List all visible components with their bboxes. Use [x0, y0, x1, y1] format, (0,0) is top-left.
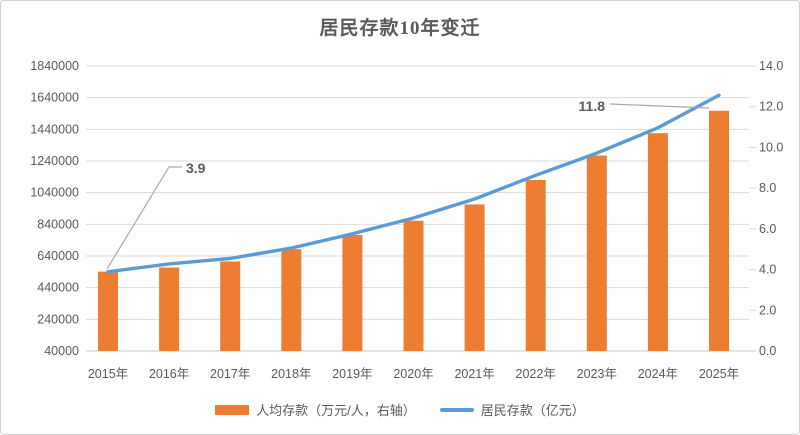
- left-axis-tick-label: 240000: [37, 312, 79, 326]
- annotation-label: 11.8: [579, 98, 606, 114]
- left-axis-tick-label: 1840000: [30, 59, 79, 73]
- bar-swatch-icon: [215, 404, 250, 415]
- bar-2016年: [159, 267, 180, 351]
- bar-2024年: [647, 133, 668, 351]
- annotation-3.9: 3.9: [106, 160, 206, 270]
- chart-title: 居民存款10年变迁: [319, 18, 481, 39]
- annotation-11.8: 11.8: [579, 98, 710, 114]
- line-series: [106, 93, 721, 274]
- line-swatch-icon: [439, 407, 474, 412]
- left-axis-tick-label: 1440000: [30, 122, 79, 136]
- x-axis-tick-label: 2019年: [332, 367, 372, 381]
- x-axis-tick-label: 2017年: [210, 367, 250, 381]
- right-axis-tick-label: 10.0: [759, 140, 783, 154]
- bar-2022年: [525, 180, 546, 351]
- right-axis-tick-label: 0.0: [759, 344, 776, 358]
- left-axis-tick-label: 840000: [37, 217, 79, 231]
- bar-2020年: [403, 220, 424, 351]
- x-axis-tick-label: 2023年: [577, 367, 617, 381]
- legend-label-line-series: 居民存款（亿元）: [480, 403, 585, 418]
- x-axis-labels: 2015年 2016年 2017年 2018年 2019年 2020年 2021年 2022年…: [88, 367, 739, 381]
- left-axis-tick-label: 1240000: [30, 154, 79, 168]
- annotation-leader-line: [609, 103, 710, 109]
- right-axis-tick-label: 6.0: [759, 222, 776, 236]
- legend-item-bar-series[interactable]: 人均存款（万元/人，右轴）: [215, 400, 416, 419]
- x-axis-tick-label: 2015年: [88, 367, 128, 381]
- right-axis-labels: 14.0 12.0 10.0 8.0 6.0 4.0 2.0 0.0: [749, 59, 783, 358]
- bar-2019年: [342, 234, 363, 351]
- x-axis-tick-label: 2021年: [454, 367, 494, 381]
- legend-label-bar-series: 人均存款（万元/人，右轴）: [256, 403, 416, 418]
- bar-2023年: [586, 155, 607, 351]
- bar-2018年: [281, 249, 302, 351]
- x-axis-tick-label: 2016年: [149, 367, 189, 381]
- x-axis-tick-label: 2020年: [393, 367, 433, 381]
- left-axis-labels: 1840000 1640000 1440000 1240000 1040000 84000…: [30, 59, 79, 358]
- bar-2025年: [709, 110, 729, 352]
- left-axis-tick-label: 1040000: [30, 186, 79, 200]
- x-axis-tick-label: 2025年: [699, 367, 739, 381]
- right-axis-tick-label: 4.0: [759, 263, 776, 277]
- legend-item-line-series[interactable]: 居民存款（亿元）: [439, 400, 585, 419]
- annotation-label: 3.9: [186, 160, 206, 176]
- left-axis-tick-label: 1640000: [30, 91, 79, 105]
- right-axis-tick-label: 8.0: [759, 181, 776, 195]
- left-axis-tick-label: 40000: [44, 344, 79, 358]
- x-axis-tick-label: 2024年: [638, 367, 678, 381]
- left-axis-tick-label: 640000: [37, 249, 79, 263]
- x-axis-tick-label: 2018年: [271, 367, 311, 381]
- bar-2021年: [464, 204, 485, 351]
- right-axis-tick-label: 12.0: [759, 100, 783, 114]
- legend: 人均存款（万元/人，右轴） 居民存款（亿元）: [1, 400, 799, 419]
- bar-2015年: [98, 271, 118, 351]
- x-axis-tick-label: 2022年: [516, 367, 556, 381]
- right-axis-tick-label: 2.0: [759, 303, 776, 317]
- left-axis-tick-label: 440000: [37, 281, 79, 295]
- annotation-leader-line: [106, 166, 182, 270]
- bar-2017年: [220, 261, 241, 351]
- right-axis-tick-label: 14.0: [759, 59, 783, 73]
- bar-series: [98, 110, 729, 352]
